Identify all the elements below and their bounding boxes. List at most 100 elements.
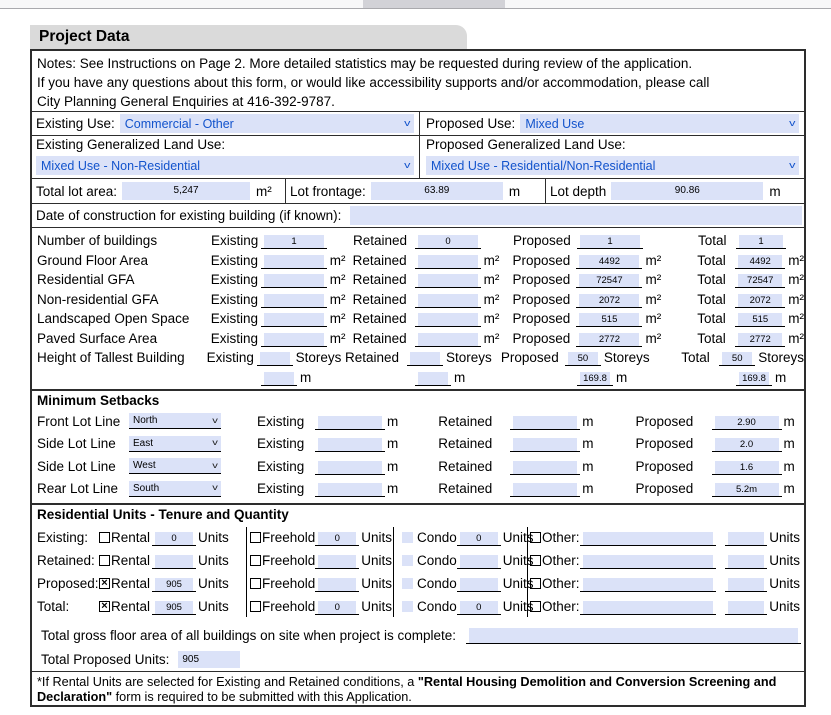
- rental-checkbox[interactable]: ×: [99, 601, 110, 613]
- freehold-checkbox[interactable]: [250, 601, 261, 613]
- stat-label: Residential GFA: [37, 272, 135, 288]
- total-proposed-units-field[interactable]: 905: [178, 651, 241, 668]
- existing-setback-field[interactable]: [315, 483, 385, 498]
- retained-field[interactable]: 0: [415, 235, 481, 250]
- side-lot-line-direction-select[interactable]: West v: [129, 458, 221, 475]
- lot-frontage-label: Lot frontage:: [290, 183, 366, 199]
- other-units-field[interactable]: [725, 555, 768, 570]
- lot-frontage-field[interactable]: 63.89: [370, 182, 503, 201]
- proposed-field[interactable]: 2772: [576, 332, 643, 347]
- retained-field[interactable]: [414, 313, 481, 328]
- proposed-field[interactable]: 4492: [576, 254, 643, 269]
- rental-units-field[interactable]: 905: [152, 601, 197, 616]
- rental-units-field[interactable]: [152, 555, 197, 570]
- freehold-checkbox[interactable]: [250, 578, 261, 590]
- proposed-field[interactable]: 72547: [576, 274, 643, 289]
- proposed-col-label: Proposed: [635, 413, 694, 429]
- retained-field[interactable]: [414, 254, 481, 269]
- rental-units-field[interactable]: 905: [152, 578, 197, 593]
- retained-field[interactable]: [415, 371, 451, 386]
- condo-checkbox[interactable]: [402, 578, 413, 590]
- scrollbar-thumb[interactable]: [363, 0, 505, 8]
- existing-field[interactable]: [256, 352, 293, 367]
- existing-field[interactable]: [260, 254, 327, 269]
- condo-units-field[interactable]: 0: [456, 532, 501, 547]
- total-field[interactable]: 2772: [735, 332, 786, 347]
- retained-setback-field[interactable]: [510, 460, 581, 475]
- existing-generalized-select[interactable]: Mixed Use - Non-Residential v: [36, 156, 414, 176]
- condo-checkbox[interactable]: [402, 555, 413, 567]
- retained-field[interactable]: [414, 293, 481, 308]
- retained-setback-field[interactable]: [510, 438, 581, 453]
- condo-units-field[interactable]: [456, 578, 501, 593]
- other-units-field[interactable]: [725, 578, 768, 593]
- units-label: Units: [361, 553, 393, 569]
- other-description-field[interactable]: [579, 532, 717, 547]
- proposed-setback-field[interactable]: 5.2m: [711, 483, 782, 498]
- other-checkbox[interactable]: [530, 578, 541, 590]
- proposed-field[interactable]: 1: [577, 235, 643, 250]
- rear-lot-line-direction-select[interactable]: South v: [129, 480, 221, 497]
- total-field[interactable]: 50: [719, 352, 756, 367]
- existing-field[interactable]: [260, 332, 327, 347]
- proposed-field[interactable]: 50: [564, 352, 601, 367]
- proposed-generalized-select[interactable]: Mixed Use - Residential/Non-Residential …: [426, 156, 799, 176]
- retained-field[interactable]: [406, 352, 443, 367]
- total-field[interactable]: 1: [736, 235, 786, 250]
- proposed-setback-field[interactable]: 2.0: [711, 438, 782, 453]
- other-checkbox[interactable]: [530, 532, 541, 544]
- proposed-use-select[interactable]: Mixed Use v: [520, 114, 799, 133]
- other-checkbox[interactable]: [530, 555, 541, 567]
- proposed-field[interactable]: 2072: [576, 293, 643, 308]
- total-gfa-field[interactable]: [465, 628, 801, 645]
- horizontal-scrollbar[interactable]: [0, 0, 831, 9]
- total-field[interactable]: 515: [735, 313, 786, 328]
- retained-field[interactable]: [414, 332, 481, 347]
- freehold-units-field[interactable]: 0: [315, 601, 360, 616]
- rental-checkbox[interactable]: [99, 532, 110, 544]
- condo-checkbox[interactable]: [402, 532, 413, 544]
- other-units-field[interactable]: [725, 532, 768, 547]
- proposed-field[interactable]: 169.8: [577, 371, 613, 386]
- rental-checkbox[interactable]: [99, 555, 110, 567]
- existing-use-select[interactable]: Commercial - Other v: [119, 114, 414, 133]
- total-field[interactable]: 169.8: [736, 371, 772, 386]
- retained-setback-field[interactable]: [510, 415, 581, 430]
- lot-depth-field[interactable]: 90.86: [611, 182, 764, 201]
- existing-field[interactable]: [261, 371, 297, 386]
- existing-field[interactable]: 1: [261, 235, 327, 250]
- existing-field[interactable]: [260, 274, 327, 289]
- front-lot-line-direction-select[interactable]: North v: [129, 413, 221, 430]
- proposed-setback-field[interactable]: 2.90: [711, 415, 782, 430]
- condo-units-field[interactable]: [456, 555, 501, 570]
- freehold-units-field[interactable]: [315, 555, 360, 570]
- side-lot-line-direction-select[interactable]: East v: [129, 435, 221, 452]
- condo-checkbox[interactable]: [402, 601, 413, 613]
- freehold-checkbox[interactable]: [250, 532, 261, 544]
- other-checkbox[interactable]: [530, 601, 541, 613]
- total-lot-area-field[interactable]: 5,247: [122, 182, 251, 201]
- existing-field[interactable]: [260, 293, 327, 308]
- freehold-units-field[interactable]: 0: [315, 532, 360, 547]
- proposed-setback-field[interactable]: 1.6: [711, 460, 782, 475]
- existing-setback-field[interactable]: [315, 460, 385, 475]
- freehold-units-field[interactable]: [315, 578, 360, 593]
- rental-units-field[interactable]: 0: [152, 532, 197, 547]
- other-description-field[interactable]: [579, 601, 717, 616]
- other-description-field[interactable]: [579, 555, 717, 570]
- total-field[interactable]: 4492: [735, 254, 786, 269]
- proposed-field[interactable]: 515: [576, 313, 643, 328]
- construction-date-field[interactable]: [350, 206, 802, 226]
- existing-field[interactable]: [260, 313, 327, 328]
- retained-field[interactable]: [414, 274, 481, 289]
- rental-checkbox[interactable]: ×: [99, 578, 110, 590]
- condo-units-field[interactable]: 0: [456, 601, 501, 616]
- existing-setback-field[interactable]: [315, 438, 385, 453]
- total-field[interactable]: 72547: [735, 274, 786, 289]
- total-field[interactable]: 2072: [735, 293, 786, 308]
- freehold-checkbox[interactable]: [250, 555, 261, 567]
- retained-setback-field[interactable]: [510, 483, 581, 498]
- existing-setback-field[interactable]: [315, 415, 385, 430]
- other-description-field[interactable]: [579, 578, 717, 593]
- other-units-field[interactable]: [725, 601, 768, 616]
